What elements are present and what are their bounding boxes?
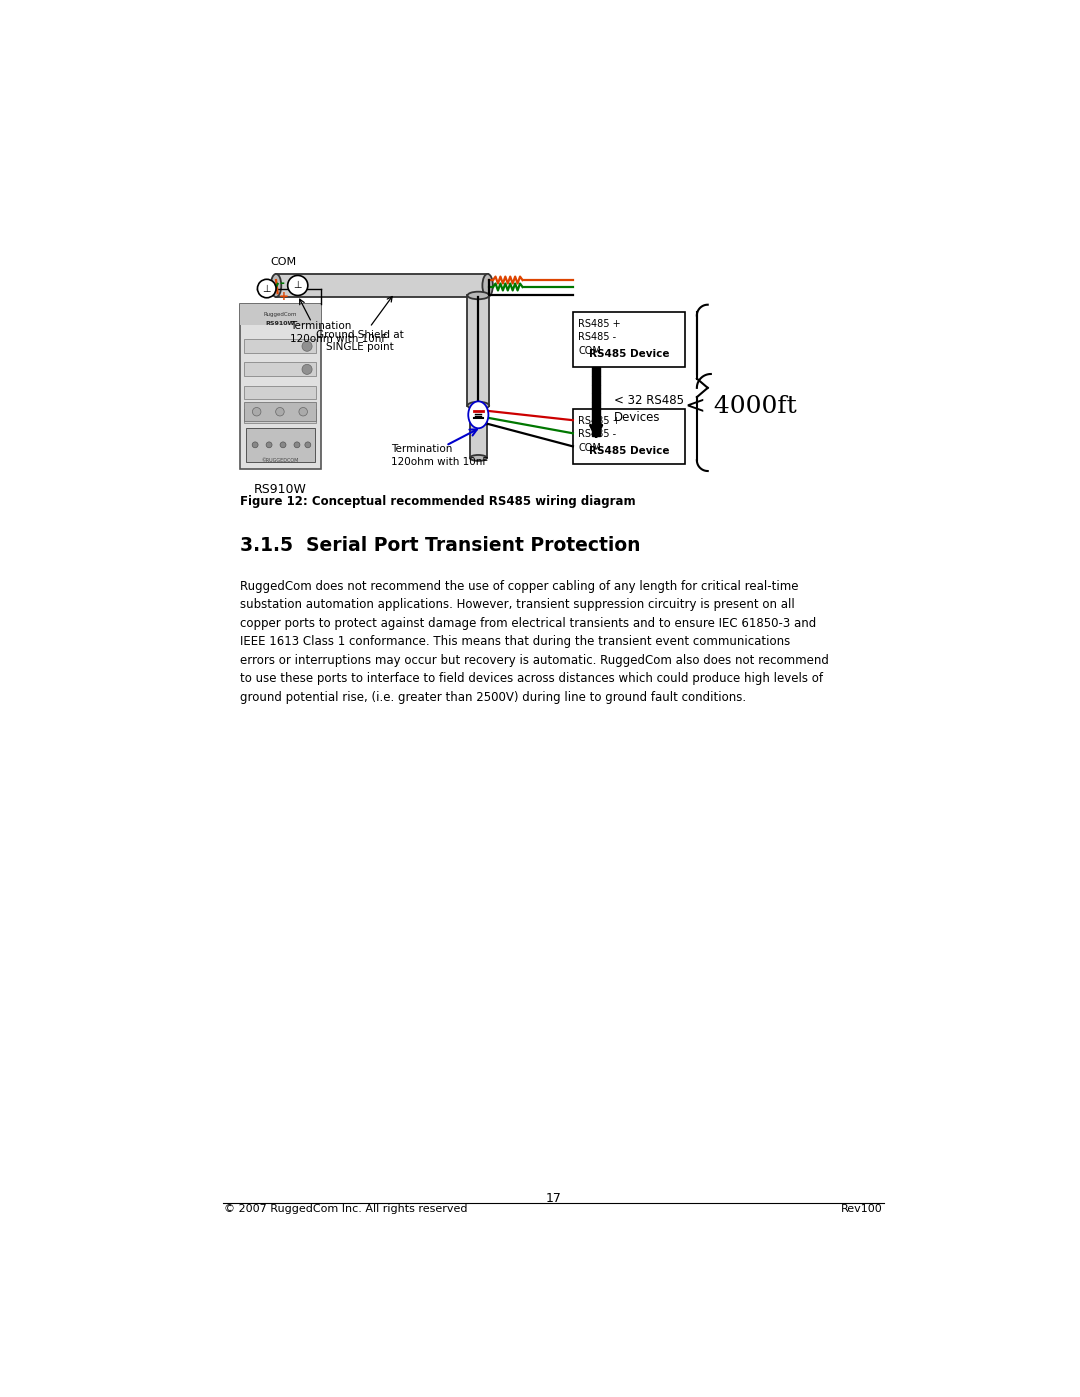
Text: RuggedCom: RuggedCom: [264, 312, 297, 317]
Circle shape: [257, 279, 276, 298]
Circle shape: [294, 441, 300, 448]
Text: 120ohm with 10nF: 120ohm with 10nF: [291, 334, 388, 344]
Bar: [592, 411, 600, 419]
Bar: [276, 274, 488, 298]
Text: RS485 Device: RS485 Device: [589, 349, 670, 359]
Text: ⊥: ⊥: [294, 281, 302, 291]
Circle shape: [287, 275, 308, 295]
Text: RS485 -: RS485 -: [578, 429, 617, 440]
Bar: [592, 376, 600, 384]
Text: RS485 -: RS485 -: [578, 332, 617, 342]
Text: Rev100: Rev100: [841, 1204, 882, 1214]
Circle shape: [302, 341, 312, 351]
Text: RS910W: RS910W: [254, 483, 307, 496]
Bar: [572, 409, 685, 464]
Text: COM: COM: [578, 345, 602, 355]
Ellipse shape: [483, 274, 492, 298]
Text: RS485 +: RS485 +: [578, 416, 621, 426]
Text: © 2007 RuggedCom Inc. All rights reserved: © 2007 RuggedCom Inc. All rights reserve…: [225, 1204, 468, 1214]
Text: Termination: Termination: [291, 321, 351, 331]
Text: 3.1.5  Serial Port Transient Protection: 3.1.5 Serial Port Transient Protection: [240, 536, 640, 556]
Text: RS910W: RS910W: [266, 321, 295, 326]
Text: < 4000ft: < 4000ft: [685, 395, 797, 418]
Bar: [246, 427, 314, 462]
Text: Devices: Devices: [613, 411, 661, 425]
Bar: [244, 402, 316, 420]
Bar: [244, 339, 316, 353]
Ellipse shape: [468, 402, 489, 409]
Bar: [572, 312, 685, 367]
Text: Termination: Termination: [391, 444, 453, 454]
Text: ⊥: ⊥: [262, 284, 271, 293]
Text: -: -: [279, 277, 284, 289]
Ellipse shape: [271, 274, 281, 298]
Ellipse shape: [469, 401, 488, 429]
Bar: [592, 367, 600, 376]
Circle shape: [266, 441, 272, 448]
Text: ©RUGGEDCOM: ©RUGGEDCOM: [261, 458, 299, 464]
Circle shape: [253, 408, 261, 416]
Bar: [468, 295, 489, 405]
Bar: [244, 362, 316, 376]
Text: RuggedCom does not recommend the use of copper cabling of any length for critica: RuggedCom does not recommend the use of …: [240, 580, 828, 704]
Text: +: +: [279, 289, 289, 303]
Circle shape: [275, 408, 284, 416]
Text: 120ohm with 10nF: 120ohm with 10nF: [391, 457, 488, 467]
Text: RS485 Device: RS485 Device: [589, 447, 670, 457]
Text: COM: COM: [578, 443, 602, 453]
Circle shape: [305, 441, 311, 448]
Text: < 32 RS485: < 32 RS485: [613, 394, 684, 407]
Text: 17: 17: [545, 1192, 562, 1204]
Text: Figure 12: Conceptual recommended RS485 wiring diagram: Figure 12: Conceptual recommended RS485 …: [240, 495, 635, 509]
Circle shape: [299, 408, 308, 416]
Bar: [244, 409, 316, 422]
Text: COM: COM: [271, 257, 297, 267]
Circle shape: [302, 365, 312, 374]
Ellipse shape: [470, 455, 487, 461]
Circle shape: [253, 441, 258, 448]
Bar: [470, 420, 487, 458]
Ellipse shape: [468, 292, 489, 299]
Bar: [592, 402, 600, 411]
Bar: [592, 427, 600, 436]
Bar: [240, 305, 321, 326]
Text: Ground Shield at
SINGLE point: Ground Shield at SINGLE point: [315, 296, 404, 352]
Ellipse shape: [470, 418, 487, 423]
Text: RS485 +: RS485 +: [578, 320, 621, 330]
Bar: [592, 384, 600, 393]
Bar: [592, 393, 600, 402]
Bar: [592, 419, 600, 427]
Bar: [240, 305, 321, 469]
Circle shape: [280, 441, 286, 448]
Bar: [244, 386, 316, 400]
